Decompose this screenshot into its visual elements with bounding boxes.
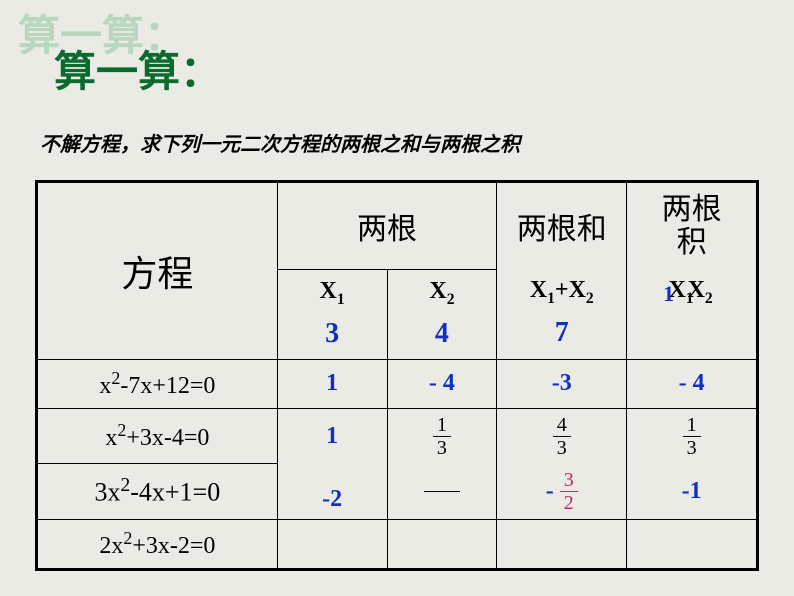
value-cell <box>387 464 497 520</box>
fraction: 43 <box>553 415 571 458</box>
value-cell <box>277 519 387 568</box>
header-x1: X1 3 <box>277 269 387 359</box>
header-row-1: 方程 两根 两根和 两根 积 <box>38 183 757 270</box>
value-cell: 43 <box>497 408 627 464</box>
row0-prod-1: 1 <box>663 281 674 307</box>
value-cell: 13 <box>627 408 757 464</box>
equation-cell: x2+3x-4=0 <box>38 408 278 464</box>
equation-cell: 3x2-4x+1=0 <box>38 464 278 520</box>
table-container: 方程 两根 两根和 两根 积 X1 3 X2 4 X1+X2 7 X1X2 1 … <box>35 180 759 571</box>
header-equation: 方程 <box>38 183 278 360</box>
header-product: 两根 积 <box>627 183 757 270</box>
value-cell <box>387 519 497 568</box>
fraction: 13 <box>683 415 701 458</box>
minus-sign: - <box>546 478 554 504</box>
header-roots: 两根 <box>277 183 497 270</box>
sum-expr-label: X1+X2 <box>530 277 594 303</box>
fraction: 13 <box>433 415 451 458</box>
x2-label: X2 <box>429 278 454 304</box>
prod-expr-label: X1X2 <box>668 277 714 303</box>
value-cell: 1 <box>277 359 387 408</box>
header-sum-expr: X1+X2 7 <box>497 269 627 359</box>
value-cell: -1 <box>627 464 757 520</box>
equation-cell: 2x2+3x-2=0 <box>38 519 278 568</box>
table-row: 3x2-4x+1=0 -2 - 32 -1 <box>38 464 757 520</box>
table-row: 2x2+3x-2=0 <box>38 519 757 568</box>
header-sum: 两根和 <box>497 183 627 270</box>
value-cell: - 4 <box>387 359 497 408</box>
value-cell: 1 <box>277 408 387 464</box>
instruction-text: 不解方程，求下列一元二次方程的两根之和与两根之积 <box>40 128 520 157</box>
value-cell: - 4 <box>627 359 757 408</box>
value-cell: -2 <box>277 464 387 520</box>
value-cell: - 32 <box>497 464 627 520</box>
table-row: x2-7x+12=0 1 - 4 -3 - 4 <box>38 359 757 408</box>
value-cell <box>497 519 627 568</box>
row0-x2: 4 <box>388 318 497 350</box>
value-cell: -3 <box>497 359 627 408</box>
equation-table: 方程 两根 两根和 两根 积 X1 3 X2 4 X1+X2 7 X1X2 1 … <box>37 182 757 569</box>
header-x2: X2 4 <box>387 269 497 359</box>
row0-x1: 3 <box>278 318 387 350</box>
title-main: 算一算： <box>54 38 222 99</box>
dash-icon <box>424 491 460 492</box>
table-row: x2+3x-4=0 1 13 43 13 <box>38 408 757 464</box>
row0-sum: 7 <box>497 317 626 349</box>
value-cell <box>627 519 757 568</box>
value-cell: 13 <box>387 408 497 464</box>
x1-label: X1 <box>320 278 345 304</box>
header-prod-expr: X1X2 1 <box>627 269 757 359</box>
equation-cell: x2-7x+12=0 <box>38 359 278 408</box>
fraction: 32 <box>560 470 578 513</box>
